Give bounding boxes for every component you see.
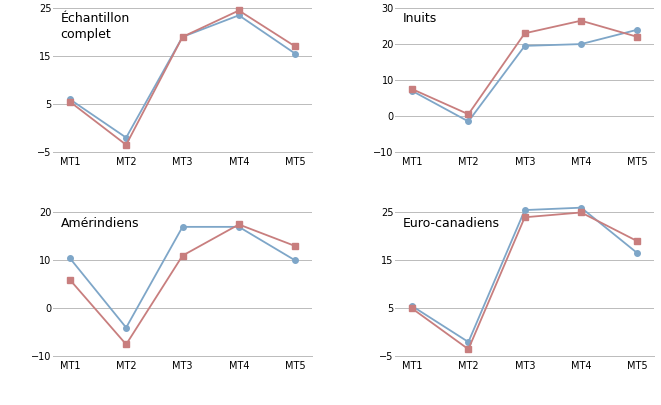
- Text: Inuits: Inuits: [403, 13, 437, 26]
- Text: Euro-canadiens: Euro-canadiens: [403, 217, 500, 230]
- Text: Échantillon
complet: Échantillon complet: [61, 13, 130, 41]
- Text: Amérindiens: Amérindiens: [61, 217, 139, 230]
